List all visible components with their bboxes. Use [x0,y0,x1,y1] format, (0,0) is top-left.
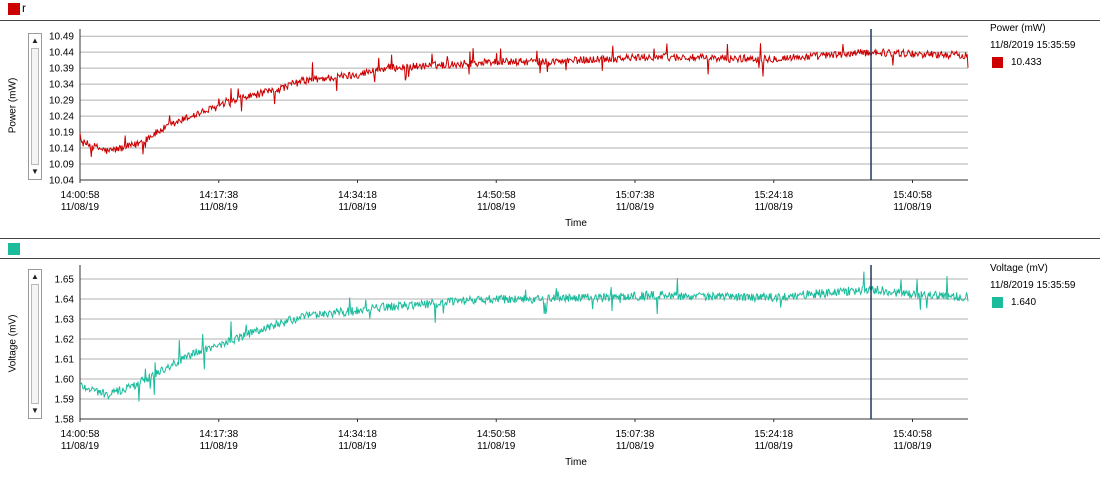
x-tick-time-label: 15:40:58 [893,429,932,440]
x-tick-time-label: 15:24:18 [754,429,793,440]
x-tick-date-label: 11/08/19 [755,202,794,213]
y-tick-label: 10.39 [49,64,74,75]
x-tick-time-label: 14:00:58 [61,429,100,440]
power-panel-header: r [0,0,1100,18]
power-legend-title: Power (mW) [990,23,1046,34]
x-tick-time-label: 15:24:18 [754,190,793,201]
y-tick-label: 10.14 [49,144,74,155]
y-tick-label: 10.29 [49,96,74,107]
power-series-swatch[interactable] [8,3,20,15]
power-legend-swatch [992,56,1003,68]
voltage-legend: Voltage (mV) 11/8/2019 15:35:59 1.640 [990,262,1075,310]
scroll-up-arrow-icon[interactable]: ▲ [31,36,39,45]
voltage-y-scrollbar[interactable]: ▲ ▼ [28,269,42,419]
x-tick-date-label: 11/08/19 [200,441,239,452]
x-tick-date-label: 11/08/19 [616,441,655,452]
power-y-scrollbar[interactable]: ▲ ▼ [28,33,42,180]
y-tick-label: 10.24 [49,112,74,123]
y-tick-label: 1.62 [55,335,75,346]
x-tick-date-label: 11/08/19 [477,202,516,213]
x-tick-date-label: 11/08/19 [893,202,932,213]
y-tick-label: 1.59 [55,395,75,406]
y-tick-label: 1.58 [55,415,75,426]
panel-divider [0,238,1100,239]
y-tick-label: 1.64 [55,295,75,306]
voltage-legend-timestamp: 11/8/2019 15:35:59 [990,280,1076,291]
series-line [79,271,969,402]
x-tick-time-label: 14:34:18 [338,429,377,440]
x-tick-date-label: 11/08/19 [61,202,100,213]
series-line [79,43,969,157]
x-tick-date-label: 11/08/19 [477,441,516,452]
voltage-legend-entry[interactable]: 1.640 [990,296,1075,310]
scroll-up-arrow-icon[interactable]: ▲ [31,272,39,281]
power-header-divider [0,20,1100,21]
y-tick-label: 1.63 [55,315,75,326]
voltage-legend-value: 1.640 [1011,297,1037,308]
power-legend-entry[interactable]: 10.433 [990,56,1075,70]
y-tick-label: 1.61 [55,355,75,366]
scroll-thumb[interactable] [31,48,39,165]
x-axis-title: Time [565,218,587,229]
x-tick-date-label: 11/08/19 [338,441,377,452]
scroll-thumb[interactable] [31,284,39,404]
x-tick-date-label: 11/08/19 [338,202,377,213]
x-tick-time-label: 15:07:38 [616,190,655,201]
power-panel-label: r [22,1,26,15]
y-tick-label: 10.19 [49,128,74,139]
scroll-down-arrow-icon[interactable]: ▼ [31,167,39,176]
x-tick-date-label: 11/08/19 [755,441,794,452]
y-tick-label: 1.65 [55,275,75,286]
power-legend: Power (mW) 11/8/2019 15:35:59 10.433 [990,22,1075,70]
voltage-legend-swatch [992,296,1003,308]
y-tick-label: 10.49 [49,32,74,43]
x-tick-time-label: 14:00:58 [61,190,100,201]
y-tick-label: 10.04 [49,176,74,187]
voltage-legend-title: Voltage (mV) [990,263,1048,274]
y-tick-label: 1.60 [55,375,75,386]
x-tick-date-label: 11/08/19 [616,202,655,213]
y-tick-label: 10.44 [49,48,74,59]
voltage-series-swatch[interactable] [8,243,20,255]
x-tick-time-label: 14:50:58 [477,429,516,440]
x-tick-time-label: 14:50:58 [477,190,516,201]
x-tick-time-label: 15:40:58 [893,190,932,201]
x-tick-date-label: 11/08/19 [200,202,239,213]
x-tick-time-label: 14:17:38 [199,190,238,201]
x-tick-time-label: 14:17:38 [199,429,238,440]
scroll-down-arrow-icon[interactable]: ▼ [31,406,39,415]
x-tick-time-label: 14:34:18 [338,190,377,201]
x-tick-date-label: 11/08/19 [893,441,932,452]
y-tick-label: 10.09 [49,160,74,171]
x-axis-title: Time [565,457,587,468]
power-chart[interactable]: 10.04 10.09 10.14 10.19 10.24 10.29 10.34 10.39… [0,0,1100,235]
voltage-header-divider [0,258,1100,259]
power-legend-value: 10.433 [1011,57,1042,68]
y-tick-label: 10.34 [49,80,74,91]
x-tick-date-label: 11/08/19 [61,441,100,452]
x-tick-time-label: 15:07:38 [616,429,655,440]
power-legend-timestamp: 11/8/2019 15:35:59 [990,40,1076,51]
voltage-panel-header [0,240,1100,258]
